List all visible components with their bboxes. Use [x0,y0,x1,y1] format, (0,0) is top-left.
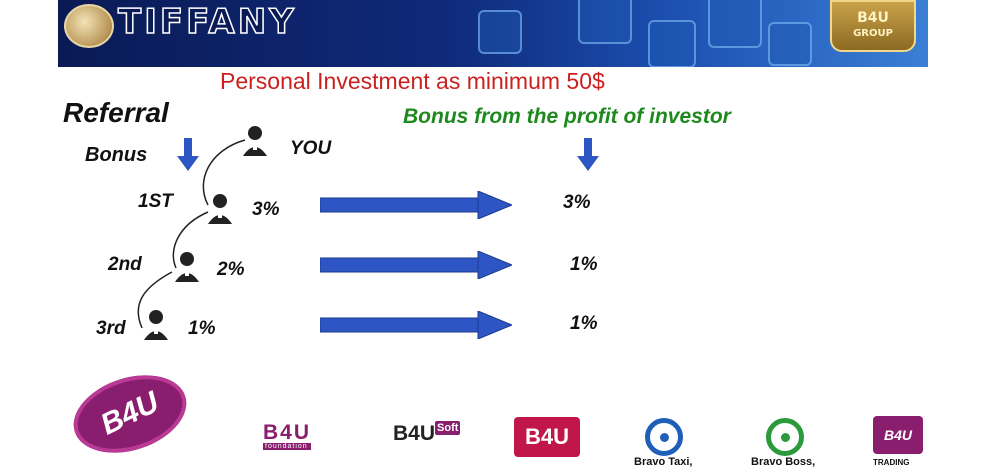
level-1-referral-pct: 3% [252,199,280,220]
b4u-trading-logo: B4U [873,416,923,454]
person-1st-icon [208,194,232,224]
brand-title: TIFFANY [117,1,297,43]
circuit-tile [768,22,812,66]
level-2-name: 2nd [108,254,142,275]
page-heading: Personal Investment as minimum 50$ [220,68,605,94]
b4u-main-logo-text: B4U [95,385,164,442]
bravo-boss-pin-icon [766,418,804,456]
badge-bottom-text: GROUP [853,28,893,39]
down-arrow-icon [577,138,599,171]
person-you-icon [243,126,267,156]
trading-label: TRADING [873,458,910,467]
bravo-boss-pin-dot [780,432,790,442]
soft-logo-tag: Soft [435,421,461,435]
tiffany-coin-logo [64,4,114,48]
referral-title: Referral [63,97,169,128]
level-3-referral-pct: 1% [188,318,216,339]
brain-tile [708,0,762,48]
curve-2nd-to-3rd [137,271,173,329]
level-2-profit-pct: 1% [570,254,598,275]
you-label: YOU [290,138,332,159]
b4u-group-badge: B4U GROUP [830,0,916,52]
trading-logo-text: B4U [883,427,912,443]
level-1-name: 1ST [138,191,173,212]
level-3-profit-pct: 1% [570,313,598,334]
referral-subtitle: Bonus [85,144,148,166]
foundation-logo-sub: foundation [263,443,312,450]
foundation-logo-text: B4U [263,421,312,444]
circuit-tile [578,0,632,44]
header-banner [58,0,928,67]
right-arrow-icon [320,191,512,219]
curve-you-to-1st [202,139,246,206]
level-1-profit-pct: 3% [563,192,591,213]
right-arrow-icon [320,251,512,279]
curve-1st-to-2nd [172,211,209,269]
bravo-taxi-pin-dot [659,432,669,442]
b4u-plus-logo-text: B4U [524,424,569,449]
b4u-foundation-logo: B4U foundation [263,421,312,450]
level-2-referral-pct: 2% [217,259,245,280]
right-arrow-icon [320,311,512,339]
down-arrow-icon [177,138,199,171]
b4u-plus-logo: B4U [514,417,580,457]
person-3rd-icon [144,310,168,340]
bravo-boss-label: Bravo Boss, [751,456,816,468]
b4u-soft-logo: B4U Soft [393,421,461,446]
badge-top-text: B4U [857,10,889,26]
profit-bonus-title: Bonus from the profit of investor [403,105,731,128]
gear-tile [648,20,696,67]
person-2nd-icon [175,252,199,282]
soft-logo-main: B4U [393,422,436,445]
level-3-name: 3rd [96,318,126,339]
circuit-tile [478,10,522,54]
bravo-taxi-pin-icon [645,418,683,456]
bravo-taxi-label: Bravo Taxi, [634,456,693,468]
